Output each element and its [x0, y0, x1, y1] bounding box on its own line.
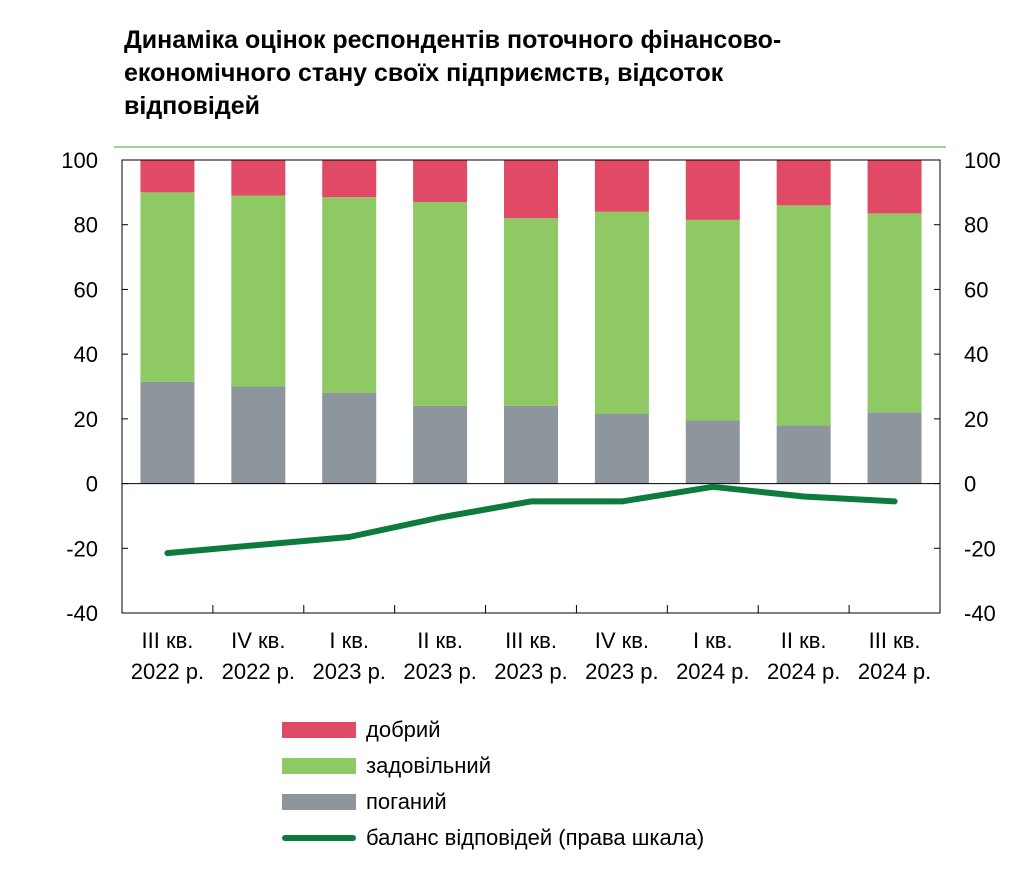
y-tick-label-left: -40 — [66, 601, 98, 626]
bar-good-6 — [685, 160, 740, 220]
x-category-label-line: III кв. — [505, 628, 557, 653]
y-tick-label-right: 100 — [964, 148, 1001, 173]
x-category-label-line: 2022 р. — [222, 659, 295, 684]
x-category-label-line: 2023 р. — [494, 659, 567, 684]
bar-satisfactory-4 — [504, 218, 558, 406]
bar-satisfactory-8 — [867, 213, 922, 413]
bar-bad-3 — [413, 405, 468, 484]
legend-swatch-balance — [282, 835, 356, 841]
bar-bad-4 — [504, 405, 558, 484]
bar-bad-5 — [594, 414, 649, 484]
bar-satisfactory-5 — [594, 211, 649, 415]
bar-good-2 — [322, 160, 377, 198]
bar-good-0 — [140, 160, 195, 193]
x-category-label: II кв. 2023 р. — [403, 628, 476, 684]
x-category-label-line: 2023 р. — [403, 659, 476, 684]
bar-bad-1 — [231, 386, 286, 484]
x-category-label-line: IV кв. — [595, 628, 649, 653]
y-tick-label-left: 60 — [74, 277, 98, 302]
x-category-label-line: II кв. — [417, 628, 463, 653]
x-category-label-line: I кв. — [329, 628, 369, 653]
legend-item-bad: поганий — [282, 784, 704, 820]
legend-label-satisfactory: задовільний — [366, 753, 491, 778]
bar-good-4 — [504, 160, 558, 219]
plot-frame — [121, 159, 941, 614]
bar-satisfactory-0 — [140, 192, 195, 382]
y-tick-label-left: -20 — [66, 536, 98, 561]
legend-swatch-satisfactory — [282, 758, 356, 774]
bar-good-7 — [776, 160, 831, 206]
legend-label-balance: баланс відповідей (права шкала) — [366, 825, 705, 850]
bar-good-1 — [231, 160, 286, 196]
bar-bad-8 — [867, 412, 922, 484]
bar-satisfactory-3 — [413, 202, 468, 406]
x-category-label-line: III кв. — [869, 628, 921, 653]
x-category-label: IV кв. 2022 р. — [222, 628, 295, 684]
title-divider — [114, 146, 946, 148]
bar-satisfactory-7 — [776, 205, 831, 426]
x-category-label: II кв. 2024 р. — [767, 628, 840, 684]
bar-good-3 — [413, 160, 468, 203]
chart-title: Динаміка оцінок респондентів поточного ф… — [124, 26, 782, 120]
legend-item-good: добрий — [282, 712, 704, 748]
bars-layer — [140, 160, 922, 484]
legend-label-bad: поганий — [366, 789, 447, 814]
bar-good-5 — [594, 160, 649, 212]
bar-satisfactory-2 — [322, 197, 377, 393]
legend-item-satisfactory: задовільний — [282, 748, 704, 784]
right-y-axis: 100 80 60 40 20 0 -20 -40 — [964, 148, 1001, 626]
bar-good-8 — [867, 160, 922, 214]
x-category-label-line: 2023 р. — [313, 659, 386, 684]
x-category-label-line: II кв. — [781, 628, 827, 653]
y-tick-label-right: 40 — [964, 342, 988, 367]
balance-line — [164, 483, 898, 557]
y-tick-label-left: 80 — [74, 213, 98, 238]
x-category-label-line: I кв. — [693, 628, 733, 653]
x-axis-categories: III кв. 2022 р.IV кв. 2022 р.I кв. 2023 р.I… — [131, 628, 932, 684]
y-tick-label-right: 80 — [964, 213, 988, 238]
y-tick-label-left: 100 — [61, 148, 98, 173]
legend-label-good: добрий — [366, 717, 441, 742]
legend: добрий задовільний поганий баланс відпов… — [282, 712, 704, 856]
legend-swatch-good — [282, 722, 356, 738]
x-category-label: III кв. 2023 р. — [494, 628, 567, 684]
x-category-label: I кв. 2023 р. — [313, 628, 386, 684]
x-category-label: III кв. 2022 р. — [131, 628, 204, 684]
x-category-label-line: 2024 р. — [676, 659, 749, 684]
y-tick-label-right: 60 — [964, 277, 988, 302]
left-y-axis: 100 80 60 40 20 0 -20 -40 — [61, 148, 98, 626]
x-category-label-line: 2023 р. — [585, 659, 658, 684]
y-tick-label-left: 20 — [74, 407, 98, 432]
x-category-label-line: III кв. — [142, 628, 194, 653]
y-tick-label-left: 40 — [74, 342, 98, 367]
bar-bad-0 — [140, 381, 195, 484]
bar-satisfactory-6 — [685, 219, 740, 421]
y-tick-label-right: 0 — [964, 472, 976, 497]
balance-line-layer — [164, 483, 898, 557]
bar-bad-2 — [322, 392, 377, 484]
bar-bad-7 — [776, 425, 831, 484]
plot-border — [121, 159, 941, 614]
stacked-bar-chart: 100 80 60 40 20 0 -20 -40 100 80 60 40 20 0 -20 -40 II… — [61, 148, 1001, 684]
x-category-label-line: 2024 р. — [858, 659, 931, 684]
x-category-label-line: IV кв. — [231, 628, 285, 653]
y-tick-label-right: 20 — [964, 407, 988, 432]
x-category-label-line: 2022 р. — [131, 659, 204, 684]
x-category-label-line: 2024 р. — [767, 659, 840, 684]
bar-satisfactory-1 — [231, 195, 286, 387]
x-category-label: III кв. 2024 р. — [858, 628, 931, 684]
legend-item-balance: баланс відповідей (права шкала) — [282, 820, 704, 856]
y-tick-label-right: -40 — [964, 601, 996, 626]
y-tick-label-left: 0 — [86, 472, 98, 497]
x-category-label: IV кв. 2023 р. — [585, 628, 658, 684]
bar-bad-6 — [685, 420, 740, 484]
x-category-label: I кв. 2024 р. — [676, 628, 749, 684]
legend-swatch-bad — [282, 794, 356, 810]
y-tick-label-right: -20 — [964, 536, 996, 561]
